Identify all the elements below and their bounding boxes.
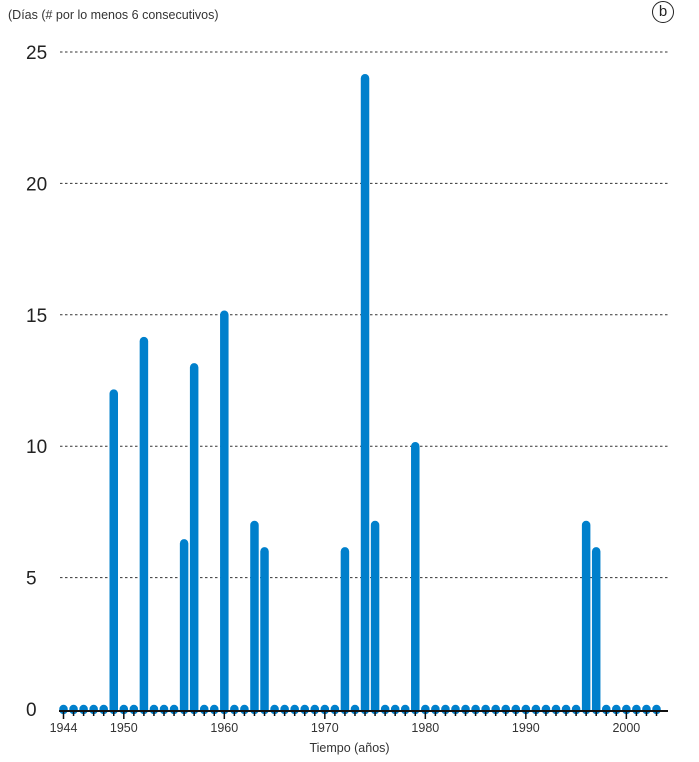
bar-1979 [411, 441, 420, 715]
x-tick-label: 2000 [612, 721, 640, 735]
bar-1957 [189, 363, 199, 715]
bar-1996 [581, 520, 591, 715]
x-tick-label: 1990 [512, 721, 540, 735]
x-tick-label: 1980 [411, 721, 439, 735]
y-tick-label: 10 [26, 437, 47, 458]
x-axis-label: Tiempo (años) [309, 741, 390, 755]
bar-1974 [360, 74, 370, 715]
bar-1975 [370, 520, 380, 715]
bar-1997 [591, 547, 601, 715]
bar-1952 [139, 336, 149, 715]
bar-1956 [179, 539, 189, 715]
y-tick-label: 15 [26, 306, 47, 327]
x-tick-label: 1970 [311, 721, 339, 735]
x-tick-label: 1950 [110, 721, 138, 735]
bar-1964 [260, 547, 269, 715]
bar-1960 [220, 310, 229, 715]
y-axis-label: (Días (# por lo menos 6 consecutivos) [8, 8, 219, 22]
y-tick-label: 0 [26, 700, 37, 721]
x-tick-label: 1960 [210, 721, 238, 735]
bar-1972 [340, 547, 350, 715]
y-tick-label: 5 [26, 569, 37, 590]
x-tick-label: 1944 [50, 721, 78, 735]
y-tick-label: 20 [26, 174, 47, 195]
bar-1949 [109, 389, 119, 715]
y-tick-label: 25 [26, 43, 47, 64]
panel-label: b [652, 1, 674, 23]
bar-1963 [250, 520, 259, 715]
